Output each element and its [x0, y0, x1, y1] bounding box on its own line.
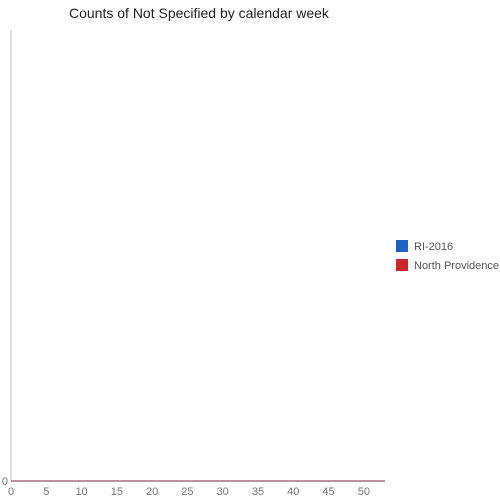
- x-tick-label: 0: [8, 486, 14, 498]
- legend-label-0: RI-2016: [414, 241, 453, 253]
- x-tick-label: 45: [322, 486, 334, 498]
- x-tick-label: 40: [287, 486, 299, 498]
- legend-label-1: North Providence: [414, 260, 499, 272]
- x-tick-label: 25: [181, 486, 193, 498]
- x-tick-label: 5: [43, 486, 49, 498]
- y-tick-label: 0: [2, 476, 8, 488]
- plot-area: 00 5 10 15 20 25 30 35 40 45 50: [2, 30, 385, 498]
- legend-swatch-1: [396, 259, 408, 271]
- chart-title: Counts of Not Specified by calendar week: [69, 5, 330, 21]
- x-tick-label: 10: [75, 486, 87, 498]
- x-tick-label: 50: [358, 486, 370, 498]
- x-tick-label: 35: [252, 486, 264, 498]
- legend-swatch-0: [396, 240, 408, 252]
- x-tick-label: 20: [146, 486, 158, 498]
- x-tick-label: 30: [217, 486, 229, 498]
- legend: RI-2016 North Providence: [396, 240, 499, 272]
- x-tick-label: 15: [111, 486, 123, 498]
